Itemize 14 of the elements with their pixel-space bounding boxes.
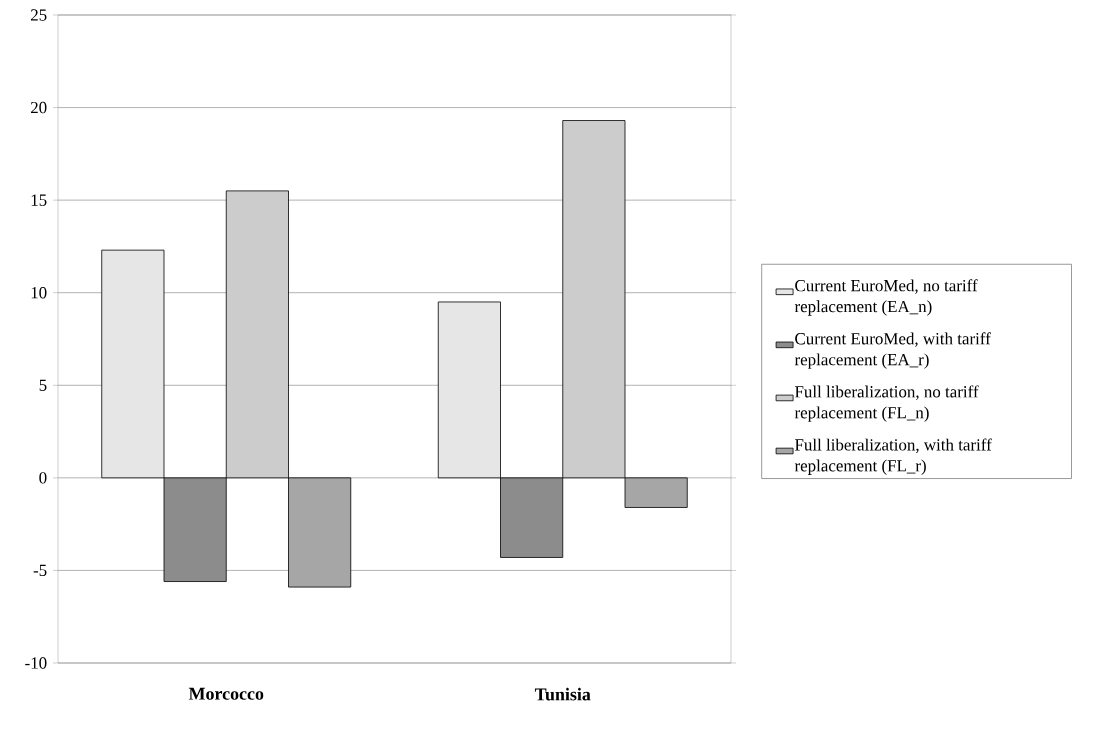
y-tick-label: 10 — [31, 286, 47, 299]
y-tick-label: -5 — [33, 564, 47, 577]
y-tick-label: 15 — [31, 194, 47, 206]
y-tick-label: 25 — [30, 9, 47, 21]
y-tick-label: 0 — [39, 472, 47, 484]
y-tick-label: 20 — [30, 101, 47, 114]
legend-label: Current EuroMed, with tariff replacement (EA_r) — [794, 332, 991, 369]
legend-label: Full liberalization, no tariff replacement (FL_n) — [794, 385, 979, 422]
y-tick-label: -10 — [25, 657, 47, 669]
legend-label: Full liberalization, with tariff replacement (FL_r) — [794, 438, 992, 475]
legend-label: Current EuroMed, no tariff replacement (EA_n) — [794, 279, 978, 316]
x-tick-label: Tunisia — [534, 687, 591, 701]
x-tick-label: Morcocco — [188, 687, 264, 700]
y-tick-label: 5 — [39, 379, 47, 391]
